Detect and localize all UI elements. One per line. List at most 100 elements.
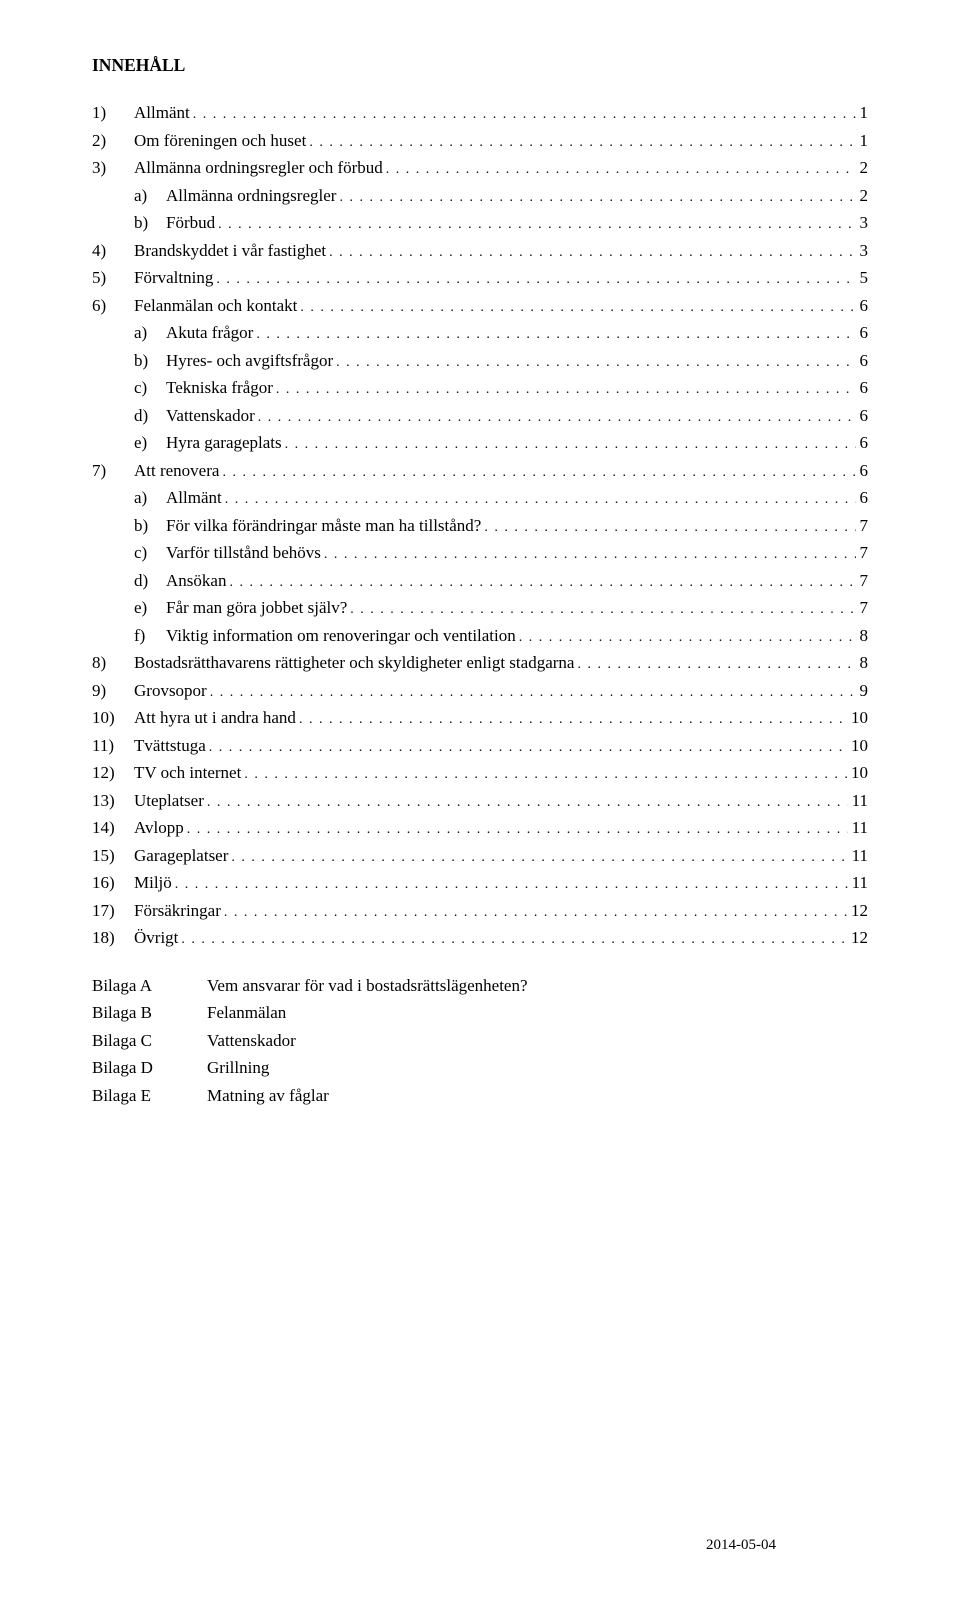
toc-entry-number: d) [134, 568, 166, 594]
toc-entry: e)Hyra garageplats6 [92, 430, 868, 456]
toc-entry: 15)Garageplatser 11 [92, 843, 868, 869]
toc-entry-label: Att hyra ut i andra hand [134, 705, 296, 731]
toc-entry-number: 14) [92, 815, 134, 841]
toc-entry-label: Avlopp [134, 815, 184, 841]
toc-entry-label: Allmänna ordningsregler och förbud [134, 155, 383, 181]
appendix-entry: Bilaga BFelanmälan [92, 1000, 868, 1026]
toc-entry: b)Hyres- och avgiftsfrågor 6 [92, 348, 868, 374]
toc-entry: f)Viktig information om renoveringar och… [92, 623, 868, 649]
toc-entry-page: 6 [856, 375, 869, 401]
toc-entry-page: 6 [856, 485, 869, 511]
toc-entry: c)Varför tillstånd behövs7 [92, 540, 868, 566]
toc-entry-label: Viktig information om renoveringar och v… [166, 623, 516, 649]
toc-entry-label: Varför tillstånd behövs [166, 540, 321, 566]
toc-entry-number: 2) [92, 128, 134, 154]
toc-entry-number: b) [134, 348, 166, 374]
toc-entry-page: 10 [847, 733, 868, 759]
toc-entry: 14)Avlopp 11 [92, 815, 868, 841]
toc-entry: e)Får man göra jobbet själv?7 [92, 595, 868, 621]
toc-entry-number: 9) [92, 678, 134, 704]
toc-entry-label: Om föreningen och huset [134, 128, 306, 154]
appendix-list: Bilaga AVem ansvarar för vad i bostadsrä… [92, 973, 868, 1109]
toc-entry-number: 11) [92, 733, 134, 759]
toc-entry-label: Allmänt [134, 100, 190, 126]
toc-entry-page: 6 [856, 320, 869, 346]
appendix-entry-text: Felanmälan [207, 1000, 286, 1026]
appendix-entry: Bilaga AVem ansvarar för vad i bostadsrä… [92, 973, 868, 999]
appendix-entry-label: Bilaga C [92, 1028, 207, 1054]
document-title: INNEHÅLL [92, 52, 868, 78]
appendix-entry-label: Bilaga D [92, 1055, 207, 1081]
toc-leader-dots [219, 458, 855, 484]
toc-leader-dots [253, 320, 855, 346]
toc-entry-number: 17) [92, 898, 134, 924]
toc-entry-number: b) [134, 513, 166, 539]
toc-leader-dots [222, 485, 856, 511]
toc-entry-number: b) [134, 210, 166, 236]
toc-entry-number: 18) [92, 925, 134, 951]
toc-entry-page: 11 [848, 843, 868, 869]
toc-entry: c)Tekniska frågor6 [92, 375, 868, 401]
toc-entry: 13)Uteplatser11 [92, 788, 868, 814]
toc-leader-dots [221, 898, 847, 924]
toc-entry-page: 7 [856, 595, 869, 621]
toc-entry-label: Allmänna ordningsregler [166, 183, 336, 209]
toc-leader-dots [336, 183, 855, 209]
toc-entry-number: a) [134, 320, 166, 346]
toc-entry-page: 7 [856, 568, 869, 594]
toc-entry: d)Ansökan7 [92, 568, 868, 594]
toc-entry-label: Garageplatser [134, 843, 228, 869]
toc-leader-dots [206, 733, 847, 759]
toc-leader-dots [190, 100, 856, 126]
toc-entry-label: Försäkringar [134, 898, 221, 924]
toc-entry-page: 8 [856, 623, 869, 649]
toc-entry-number: 15) [92, 843, 134, 869]
toc-entry: 17)Försäkringar 12 [92, 898, 868, 924]
toc-entry-label: Bostadsrätthavarens rättigheter och skyl… [134, 650, 574, 676]
toc-entry-page: 11 [848, 788, 868, 814]
toc-entry-number: 5) [92, 265, 134, 291]
toc-entry-number: 12) [92, 760, 134, 786]
toc-entry-label: Felanmälan och kontakt [134, 293, 297, 319]
toc-entry: 7)Att renovera6 [92, 458, 868, 484]
toc-leader-dots [228, 843, 847, 869]
toc-entry-number: f) [134, 623, 166, 649]
toc-entry-page: 11 [848, 815, 868, 841]
toc-entry: b)För vilka förändringar måste man ha ti… [92, 513, 868, 539]
toc-entry-label: För vilka förändringar måste man ha till… [166, 513, 481, 539]
toc-entry: a)Akuta frågor 6 [92, 320, 868, 346]
toc-entry: d)Vattenskador6 [92, 403, 868, 429]
toc-entry-page: 9 [856, 678, 869, 704]
toc-entry-page: 6 [856, 348, 869, 374]
toc-entry: 8)Bostadsrätthavarens rättigheter och sk… [92, 650, 868, 676]
toc-entry-label: Hyres- och avgiftsfrågor [166, 348, 333, 374]
appendix-entry: Bilaga CVattenskador [92, 1028, 868, 1054]
toc-leader-dots [255, 403, 856, 429]
toc-entry: 3)Allmänna ordningsregler och förbud2 [92, 155, 868, 181]
toc-leader-dots [481, 513, 855, 539]
toc-entry-label: Tvättstuga [134, 733, 206, 759]
toc-entry-number: a) [134, 183, 166, 209]
toc-leader-dots [347, 595, 855, 621]
toc-entry-number: c) [134, 375, 166, 401]
toc-entry-number: a) [134, 485, 166, 511]
toc-entry-label: Allmänt [166, 485, 222, 511]
toc-entry-page: 12 [847, 898, 868, 924]
toc-entry-label: Akuta frågor [166, 320, 253, 346]
toc-leader-dots [172, 870, 848, 896]
toc-entry-number: 6) [92, 293, 134, 319]
toc-entry-page: 8 [856, 650, 869, 676]
toc-entry-page: 12 [847, 925, 868, 951]
toc-leader-dots [178, 925, 847, 951]
toc-leader-dots [306, 128, 855, 154]
toc-leader-dots [213, 265, 855, 291]
toc-entry-label: Förvaltning [134, 265, 213, 291]
appendix-entry-label: Bilaga E [92, 1083, 207, 1109]
toc-leader-dots [574, 650, 855, 676]
toc-entry-label: Får man göra jobbet själv? [166, 595, 347, 621]
toc-entry-page: 10 [847, 705, 868, 731]
table-of-contents: 1)Allmänt12)Om föreningen och huset13)Al… [92, 100, 868, 951]
toc-entry-page: 7 [856, 540, 869, 566]
toc-entry-page: 3 [856, 238, 869, 264]
toc-entry-label: Brandskyddet i vår fastighet [134, 238, 326, 264]
